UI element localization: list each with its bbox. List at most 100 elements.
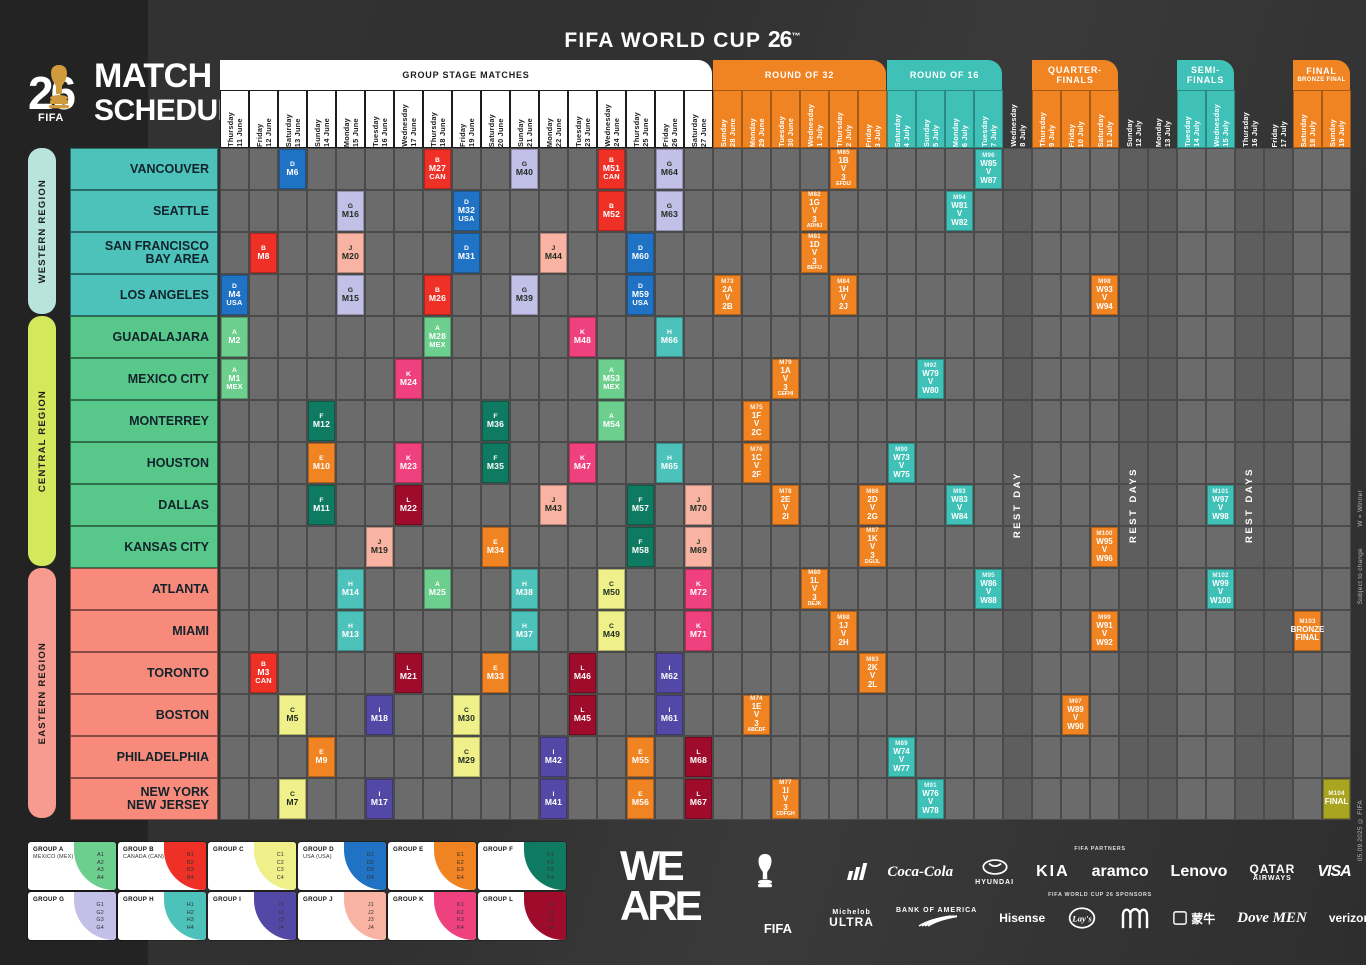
city-row-san-francisco-bay-area[interactable]: SAN FRANCISCO BAY AREA [70,232,218,274]
match-cell-M65[interactable]: H M65 [656,443,683,483]
match-cell-M57[interactable]: F M57 [627,485,654,525]
match-cell-M70[interactable]: J M70 [685,485,712,525]
match-cell-M104[interactable]: M104 FINAL [1323,779,1350,819]
match-cell-M81[interactable]: M81 1D V 3 BEFIJ [801,233,828,273]
match-cell-M75[interactable]: M75 1F V 2C [743,401,770,441]
match-cell-M36[interactable]: F M36 [482,401,509,441]
city-row-monterrey[interactable]: MONTERREY [70,400,218,442]
match-cell-M86[interactable]: M86 2D V 2G [859,485,886,525]
match-cell-M21[interactable]: L M21 [395,653,422,693]
city-row-seattle[interactable]: SEATTLE [70,190,218,232]
match-cell-M20[interactable]: J M20 [337,233,364,273]
match-cell-M74[interactable]: M74 1E V 3 ABCDF [743,695,770,735]
match-cell-M34[interactable]: E M34 [482,527,509,567]
match-cell-M42[interactable]: I M42 [540,737,567,777]
match-cell-M29[interactable]: C M29 [453,737,480,777]
match-cell-M7[interactable]: C M7 [279,779,306,819]
match-cell-M62[interactable]: I M62 [656,653,683,693]
match-cell-M11[interactable]: F M11 [308,485,335,525]
match-cell-M13[interactable]: H M13 [337,611,364,651]
match-cell-M87[interactable]: M87 1K V 3 DGIJL [859,527,886,567]
match-cell-M15[interactable]: G M15 [337,275,364,315]
match-cell-M64[interactable]: G M64 [656,149,683,189]
match-cell-M3[interactable]: B M3 CAN [250,653,277,693]
match-cell-M82[interactable]: M82 1G V 3 ADHIJ [801,191,828,231]
city-row-atlanta[interactable]: ATLANTA [70,568,218,610]
city-row-new-york-new-jersey[interactable]: NEW YORK NEW JERSEY [70,778,218,820]
match-cell-M23[interactable]: K M23 [395,443,422,483]
city-row-boston[interactable]: BOSTON [70,694,218,736]
match-cell-M102[interactable]: M102 W99 V W100 [1207,569,1234,609]
match-cell-M71[interactable]: K M71 [685,611,712,651]
city-row-kansas-city[interactable]: KANSAS CITY [70,526,218,568]
match-cell-M26[interactable]: B M26 [424,275,451,315]
match-cell-M69[interactable]: J M69 [685,527,712,567]
legend-card-group-k[interactable]: GROUP K K1 K2 K3 K4 [388,892,476,940]
match-cell-M52[interactable]: B M52 [598,191,625,231]
match-cell-M46[interactable]: L M46 [569,653,596,693]
legend-card-group-l[interactable]: GROUP L L1 L2 L3 L4 [478,892,566,940]
city-row-vancouver[interactable]: VANCOUVER [70,148,218,190]
city-row-houston[interactable]: HOUSTON [70,442,218,484]
match-cell-M55[interactable]: E M55 [627,737,654,777]
match-cell-M19[interactable]: J M19 [366,527,393,567]
match-cell-M25[interactable]: A M25 [424,569,451,609]
match-cell-M97[interactable]: M97 W89 V W90 [1062,695,1089,735]
match-cell-M1[interactable]: A M1 MEX [221,359,248,399]
legend-card-group-h[interactable]: GROUP H H1 H2 H3 H4 [118,892,206,940]
match-cell-M94[interactable]: M94 W81 V W82 [946,191,973,231]
match-cell-M35[interactable]: F M35 [482,443,509,483]
match-cell-M17[interactable]: I M17 [366,779,393,819]
match-cell-M39[interactable]: G M39 [511,275,538,315]
match-cell-M49[interactable]: C M49 [598,611,625,651]
match-cell-M50[interactable]: C M50 [598,569,625,609]
match-cell-M2[interactable]: A M2 [221,317,248,357]
match-cell-M92[interactable]: M92 W79 V W80 [917,359,944,399]
match-cell-M10[interactable]: E M10 [308,443,335,483]
match-cell-M53[interactable]: A M53 MEX [598,359,625,399]
match-cell-M31[interactable]: D M31 [453,233,480,273]
match-cell-M73[interactable]: M73 2A V 2B [714,275,741,315]
match-cell-M89[interactable]: M89 W74 V W77 [888,737,915,777]
match-cell-M4[interactable]: D M4 USA [221,275,248,315]
match-cell-M95[interactable]: M95 W86 V W88 [975,569,1002,609]
match-cell-M77[interactable]: M77 1I V 3 CDFGH [772,779,799,819]
city-row-guadalajara[interactable]: GUADALAJARA [70,316,218,358]
match-cell-M51[interactable]: B M51 CAN [598,149,625,189]
match-cell-M78[interactable]: M78 2E V 2I [772,485,799,525]
match-cell-M5[interactable]: C M5 [279,695,306,735]
match-cell-M83[interactable]: M83 2K V 2L [859,653,886,693]
match-cell-M37[interactable]: H M37 [511,611,538,651]
match-cell-M85[interactable]: M85 1B V 3 EFDIJ [830,149,857,189]
match-cell-M30[interactable]: C M30 [453,695,480,735]
match-cell-M6[interactable]: D M6 [279,149,306,189]
match-cell-M9[interactable]: E M9 [308,737,335,777]
match-cell-M63[interactable]: G M63 [656,191,683,231]
city-row-dallas[interactable]: DALLAS [70,484,218,526]
legend-card-group-i[interactable]: GROUP I I1 I2 I3 I4 [208,892,296,940]
match-cell-M88[interactable]: M88 1J V 2H [830,611,857,651]
match-cell-M14[interactable]: H M14 [337,569,364,609]
legend-card-group-b[interactable]: GROUP B CANADA (CAN) B1 B2 B3 B4 [118,842,206,890]
match-cell-M56[interactable]: E M56 [627,779,654,819]
match-cell-M27[interactable]: B M27 CAN [424,149,451,189]
legend-card-group-j[interactable]: GROUP J J1 J2 J3 J4 [298,892,386,940]
legend-card-group-d[interactable]: GROUP D USA (USA) D1 D2 D3 D4 [298,842,386,890]
match-cell-M80[interactable]: M80 1L V 3 DEJK [801,569,828,609]
match-cell-M68[interactable]: L M68 [685,737,712,777]
match-cell-M38[interactable]: H M38 [511,569,538,609]
match-cell-M93[interactable]: M93 W83 V W84 [946,485,973,525]
match-cell-M84[interactable]: M84 1H V 2J [830,275,857,315]
match-cell-M58[interactable]: F M58 [627,527,654,567]
match-cell-M44[interactable]: J M44 [540,233,567,273]
match-cell-M47[interactable]: K M47 [569,443,596,483]
match-cell-M32[interactable]: D M32 USA [453,191,480,231]
legend-card-group-c[interactable]: GROUP C C1 C2 C3 C4 [208,842,296,890]
city-row-toronto[interactable]: TORONTO [70,652,218,694]
legend-card-group-g[interactable]: GROUP G G1 G2 G3 G4 [28,892,116,940]
match-cell-M67[interactable]: L M67 [685,779,712,819]
match-cell-M101[interactable]: M101 W97 V W98 [1207,485,1234,525]
match-cell-M61[interactable]: I M61 [656,695,683,735]
city-row-mexico-city[interactable]: MEXICO CITY [70,358,218,400]
city-row-miami[interactable]: MIAMI [70,610,218,652]
